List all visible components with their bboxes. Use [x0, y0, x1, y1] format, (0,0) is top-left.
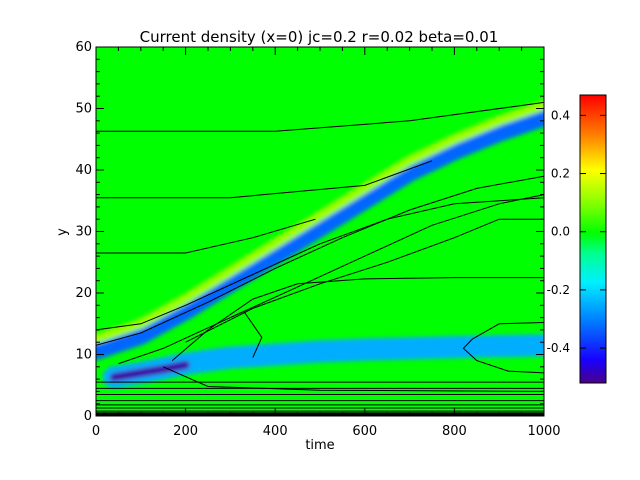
- x-tick-label: 600: [352, 424, 377, 439]
- x-tick-label: 0: [92, 424, 100, 439]
- contour-line-1: [96, 160, 433, 199]
- x-tick-label: 800: [442, 424, 467, 439]
- y-tick-label: 20: [75, 286, 92, 301]
- colorbar-tick-label: -0.4: [547, 341, 570, 355]
- contour-line-5: [118, 194, 544, 365]
- contour-line-3: [96, 197, 544, 331]
- y-tick-label: 50: [75, 102, 92, 117]
- contour-line-9: [230, 310, 263, 358]
- heatmap-feature-3: [109, 360, 190, 382]
- y-tick-label: 60: [75, 40, 92, 55]
- y-axis-label: y: [55, 228, 70, 236]
- y-tick-label: 0: [84, 409, 92, 424]
- colorbar-tick-label: 0.0: [551, 225, 570, 239]
- contour-line-7: [171, 277, 544, 361]
- x-tick-label: 400: [263, 424, 288, 439]
- colorbar-tick-label: 0.4: [551, 108, 570, 122]
- contour-line-2: [96, 218, 316, 254]
- y-tick-label: 10: [75, 348, 92, 363]
- colorbar-tick-label: 0.2: [551, 167, 570, 181]
- heatmap-feature-1: [96, 100, 544, 344]
- y-tick-label: 40: [75, 163, 92, 178]
- chart-title: Current density (x=0) jc=0.2 r=0.02 beta…: [140, 28, 499, 46]
- contour-line-0: [96, 101, 544, 132]
- contour-line-4: [96, 175, 544, 346]
- x-tick-label: 1000: [527, 424, 560, 439]
- contour-line-6: [185, 218, 544, 343]
- y-tick-label: 30: [75, 225, 92, 240]
- x-tick-label: 200: [173, 424, 198, 439]
- x-axis-label: time: [305, 438, 334, 453]
- heatmap-area: [96, 47, 544, 416]
- colorbar-tick-label: -0.2: [547, 283, 570, 297]
- contour-line-10: [462, 322, 544, 374]
- colorbar: [579, 94, 607, 384]
- contour-line-8: [162, 366, 544, 392]
